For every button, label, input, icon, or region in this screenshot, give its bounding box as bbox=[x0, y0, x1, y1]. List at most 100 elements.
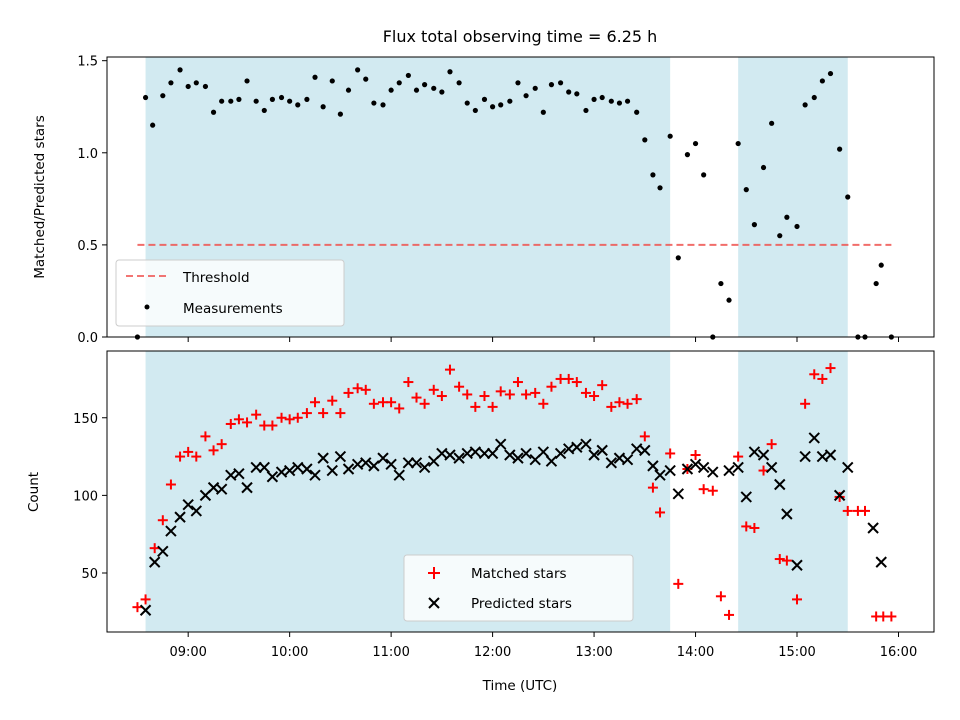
matched-star-point bbox=[343, 387, 354, 398]
predicted-star-point bbox=[190, 505, 203, 517]
matched-star-point bbox=[758, 465, 769, 476]
matched-star-point bbox=[284, 414, 295, 425]
measurement-point bbox=[464, 100, 470, 106]
measurement-point bbox=[253, 98, 259, 104]
predicted-star-point bbox=[808, 432, 820, 444]
count-panel: 50 100 150 09:00 10:00 11:00 12:00 13:00 14:00 1… bbox=[26, 350, 935, 694]
matched-star-point bbox=[597, 380, 608, 391]
predicted-star-point bbox=[723, 464, 735, 477]
predicted-star-point bbox=[504, 449, 516, 461]
matched-star-point bbox=[310, 397, 321, 408]
matched-star-point bbox=[800, 398, 811, 409]
measurement-point bbox=[261, 107, 267, 114]
matched-star-point bbox=[276, 412, 287, 423]
count-ytick-label: 150 bbox=[73, 412, 98, 427]
matched-star-point bbox=[809, 369, 820, 380]
predicted-star-point bbox=[520, 447, 532, 460]
count-xtick-label: 15:00 bbox=[778, 645, 815, 660]
predicted-star-point bbox=[148, 556, 161, 568]
ratio-ytick-label: 0.5 bbox=[77, 239, 98, 254]
measurement-point bbox=[811, 94, 817, 101]
measurement-point bbox=[219, 98, 225, 104]
matched-star-point bbox=[428, 384, 439, 395]
predicted-star-point bbox=[672, 488, 684, 500]
matched-star-point bbox=[183, 446, 194, 457]
ratio-panel: 0.0 0.5 1.0 1.5 Matched/Predicted stars Thr… bbox=[32, 55, 935, 346]
measurement-point bbox=[363, 76, 369, 82]
predicted-star-point bbox=[368, 460, 380, 472]
matched-star-point bbox=[462, 389, 473, 400]
matched-star-point bbox=[530, 387, 541, 398]
matched-star-point bbox=[690, 450, 701, 461]
measurement-point bbox=[718, 280, 724, 287]
matched-star-point bbox=[242, 417, 253, 428]
predicted-star-point bbox=[266, 471, 279, 483]
measurement-point bbox=[540, 109, 546, 115]
matched-star-point bbox=[436, 391, 447, 402]
measurement-point bbox=[743, 187, 749, 193]
predicted-star-point bbox=[545, 455, 558, 467]
count-xtick-label: 11:00 bbox=[372, 645, 409, 660]
predicted-star-point bbox=[292, 461, 304, 474]
matched-star-point bbox=[886, 611, 897, 622]
measurement-point bbox=[726, 297, 732, 303]
matched-star-point bbox=[859, 505, 870, 516]
matched-star-point bbox=[208, 445, 219, 456]
matched-star-point bbox=[132, 602, 143, 613]
count-xtick-label: 10:00 bbox=[271, 645, 308, 660]
matched-star-point bbox=[327, 395, 338, 406]
measurement-point bbox=[481, 96, 488, 102]
ratio-panel-frame bbox=[106, 56, 935, 338]
predicted-star-point bbox=[326, 464, 338, 477]
predicted-star-point bbox=[681, 463, 694, 475]
legend-predicted-swatch bbox=[428, 597, 440, 609]
measurement-point bbox=[735, 140, 741, 147]
measurement-point bbox=[337, 111, 343, 117]
predicted-star-point bbox=[233, 467, 245, 480]
predicted-star-point bbox=[453, 452, 465, 464]
matched-star-point bbox=[191, 451, 202, 462]
matched-star-point bbox=[571, 377, 582, 388]
count-xtick-label: 13:00 bbox=[575, 645, 612, 660]
matched-star-point bbox=[766, 439, 777, 450]
predicted-star-point bbox=[774, 478, 786, 491]
predicted-star-point bbox=[250, 461, 262, 474]
matched-star-point bbox=[589, 391, 600, 402]
matched-star-point bbox=[546, 381, 557, 392]
predicted-star-point bbox=[781, 508, 793, 520]
measurement-point bbox=[624, 98, 631, 104]
count-ytick-label: 50 bbox=[81, 567, 98, 582]
matched-star-point bbox=[419, 398, 430, 409]
measurement-point bbox=[345, 87, 352, 93]
measurement-point bbox=[160, 93, 166, 99]
predicted-star-point bbox=[707, 466, 719, 478]
matched-star-point bbox=[335, 408, 346, 419]
measurement-point bbox=[642, 137, 648, 143]
matched-star-point bbox=[606, 401, 617, 412]
measurement-point bbox=[873, 280, 879, 287]
count-panel-frame bbox=[106, 350, 935, 633]
measurement-point bbox=[634, 109, 640, 115]
matched-star-point bbox=[622, 398, 633, 409]
predicted-star-point bbox=[139, 604, 152, 616]
matched-star-point bbox=[267, 420, 278, 431]
predicted-star-point bbox=[157, 545, 169, 557]
matched-star-point bbox=[165, 479, 176, 490]
matched-star-point bbox=[707, 485, 718, 496]
predicted-star-point bbox=[554, 447, 567, 460]
measurement-point bbox=[312, 74, 318, 80]
matched-star-point bbox=[715, 591, 726, 602]
predicted-star-point bbox=[418, 461, 431, 474]
matched-star-point bbox=[175, 451, 186, 462]
measurement-point bbox=[566, 89, 572, 95]
measurement-point bbox=[657, 185, 663, 191]
measurement-point bbox=[287, 98, 293, 104]
count-xtick-label: 14:00 bbox=[677, 645, 714, 660]
legend-measurements-swatch bbox=[144, 304, 150, 310]
measurement-point bbox=[456, 80, 462, 86]
measurement-point bbox=[574, 91, 580, 97]
matched-star-point bbox=[647, 482, 658, 493]
measurement-point bbox=[769, 120, 775, 126]
matched-star-point bbox=[140, 594, 151, 605]
predicted-star-point bbox=[791, 559, 803, 571]
